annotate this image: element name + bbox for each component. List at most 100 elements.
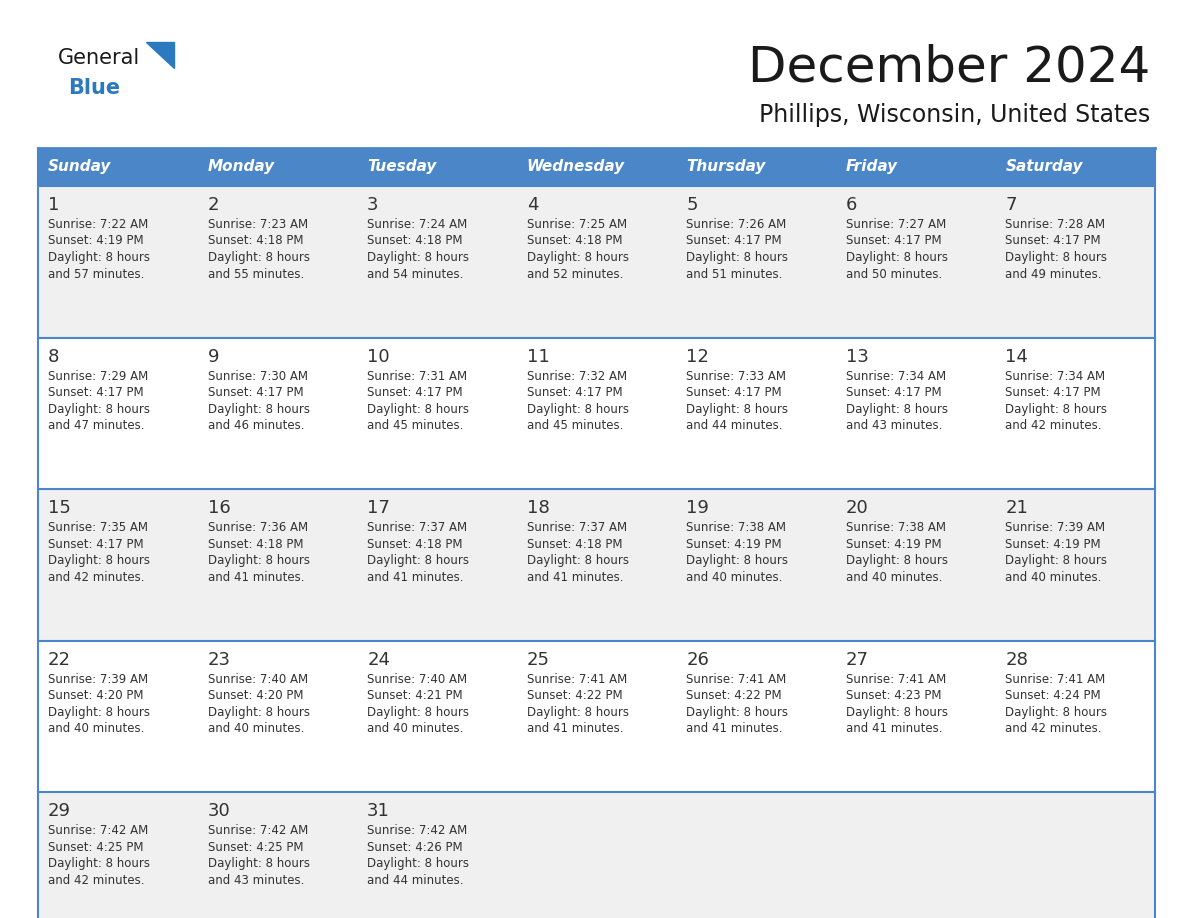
Bar: [517, 641, 676, 792]
Text: 2: 2: [208, 196, 219, 214]
Text: and 52 minutes.: and 52 minutes.: [526, 267, 623, 281]
Text: and 49 minutes.: and 49 minutes.: [1005, 267, 1102, 281]
Text: 19: 19: [687, 499, 709, 517]
Text: Daylight: 8 hours: Daylight: 8 hours: [48, 251, 150, 264]
Text: 14: 14: [1005, 348, 1029, 365]
Text: 31: 31: [367, 802, 390, 821]
Text: 29: 29: [48, 802, 71, 821]
Text: Sunset: 4:23 PM: Sunset: 4:23 PM: [846, 689, 941, 702]
Text: Sunset: 4:19 PM: Sunset: 4:19 PM: [687, 538, 782, 551]
Text: Sunrise: 7:40 AM: Sunrise: 7:40 AM: [367, 673, 467, 686]
Text: and 51 minutes.: and 51 minutes.: [687, 267, 783, 281]
Text: Sunset: 4:24 PM: Sunset: 4:24 PM: [1005, 689, 1101, 702]
Text: and 45 minutes.: and 45 minutes.: [526, 420, 623, 432]
Text: Daylight: 8 hours: Daylight: 8 hours: [846, 251, 948, 264]
Text: Sunset: 4:17 PM: Sunset: 4:17 PM: [1005, 234, 1101, 248]
Text: Daylight: 8 hours: Daylight: 8 hours: [48, 857, 150, 870]
Text: Sunset: 4:19 PM: Sunset: 4:19 PM: [846, 538, 941, 551]
Text: Sunrise: 7:41 AM: Sunrise: 7:41 AM: [526, 673, 627, 686]
Text: and 40 minutes.: and 40 minutes.: [208, 722, 304, 735]
Text: Sunset: 4:17 PM: Sunset: 4:17 PM: [687, 234, 782, 248]
Text: and 42 minutes.: and 42 minutes.: [1005, 722, 1102, 735]
Text: and 55 minutes.: and 55 minutes.: [208, 267, 304, 281]
Text: Sunrise: 7:29 AM: Sunrise: 7:29 AM: [48, 370, 148, 383]
Text: Sunrise: 7:41 AM: Sunrise: 7:41 AM: [1005, 673, 1106, 686]
Text: Daylight: 8 hours: Daylight: 8 hours: [687, 251, 789, 264]
Bar: [358, 792, 517, 918]
Bar: [517, 148, 676, 186]
Text: Daylight: 8 hours: Daylight: 8 hours: [687, 706, 789, 719]
Text: and 50 minutes.: and 50 minutes.: [846, 267, 942, 281]
Text: 11: 11: [526, 348, 550, 365]
Bar: [38, 641, 197, 792]
Text: Sunrise: 7:36 AM: Sunrise: 7:36 AM: [208, 521, 308, 534]
Text: 4: 4: [526, 196, 538, 214]
Text: Daylight: 8 hours: Daylight: 8 hours: [208, 857, 310, 870]
Text: Sunrise: 7:32 AM: Sunrise: 7:32 AM: [526, 370, 627, 383]
Text: and 41 minutes.: and 41 minutes.: [367, 571, 463, 584]
Text: Sunset: 4:17 PM: Sunset: 4:17 PM: [846, 386, 941, 399]
Text: Daylight: 8 hours: Daylight: 8 hours: [687, 554, 789, 567]
Text: Sunrise: 7:27 AM: Sunrise: 7:27 AM: [846, 218, 946, 231]
Text: Sunrise: 7:40 AM: Sunrise: 7:40 AM: [208, 673, 308, 686]
Text: and 43 minutes.: and 43 minutes.: [208, 874, 304, 887]
Bar: [358, 641, 517, 792]
Text: Sunset: 4:18 PM: Sunset: 4:18 PM: [208, 234, 303, 248]
Text: Sunset: 4:20 PM: Sunset: 4:20 PM: [208, 689, 303, 702]
Text: Sunset: 4:19 PM: Sunset: 4:19 PM: [1005, 538, 1101, 551]
Text: Daylight: 8 hours: Daylight: 8 hours: [367, 251, 469, 264]
Text: Sunrise: 7:41 AM: Sunrise: 7:41 AM: [846, 673, 946, 686]
Bar: [996, 641, 1155, 792]
Text: and 45 minutes.: and 45 minutes.: [367, 420, 463, 432]
Text: Sunrise: 7:39 AM: Sunrise: 7:39 AM: [1005, 521, 1106, 534]
Text: Sunset: 4:17 PM: Sunset: 4:17 PM: [526, 386, 623, 399]
Text: and 47 minutes.: and 47 minutes.: [48, 420, 145, 432]
Bar: [836, 792, 996, 918]
Text: Sunset: 4:17 PM: Sunset: 4:17 PM: [846, 234, 941, 248]
Text: and 42 minutes.: and 42 minutes.: [48, 571, 145, 584]
Text: Daylight: 8 hours: Daylight: 8 hours: [208, 554, 310, 567]
Text: Tuesday: Tuesday: [367, 160, 436, 174]
Text: 13: 13: [846, 348, 868, 365]
Bar: [996, 338, 1155, 489]
Text: Sunset: 4:25 PM: Sunset: 4:25 PM: [48, 841, 144, 854]
Text: Sunrise: 7:38 AM: Sunrise: 7:38 AM: [687, 521, 786, 534]
Text: Daylight: 8 hours: Daylight: 8 hours: [526, 706, 628, 719]
Text: 15: 15: [48, 499, 71, 517]
Text: Sunrise: 7:37 AM: Sunrise: 7:37 AM: [367, 521, 467, 534]
Text: 1: 1: [48, 196, 59, 214]
Text: Sunrise: 7:26 AM: Sunrise: 7:26 AM: [687, 218, 786, 231]
Bar: [38, 489, 197, 641]
Text: Sunrise: 7:24 AM: Sunrise: 7:24 AM: [367, 218, 467, 231]
Text: Sunrise: 7:22 AM: Sunrise: 7:22 AM: [48, 218, 148, 231]
Text: 21: 21: [1005, 499, 1029, 517]
Text: and 42 minutes.: and 42 minutes.: [48, 874, 145, 887]
Text: Saturday: Saturday: [1005, 160, 1083, 174]
Text: Sunset: 4:17 PM: Sunset: 4:17 PM: [367, 386, 463, 399]
Text: 25: 25: [526, 651, 550, 669]
Text: Blue: Blue: [68, 78, 120, 98]
Bar: [197, 338, 358, 489]
Text: Sunrise: 7:35 AM: Sunrise: 7:35 AM: [48, 521, 148, 534]
Bar: [996, 148, 1155, 186]
Text: Daylight: 8 hours: Daylight: 8 hours: [687, 403, 789, 416]
Bar: [358, 338, 517, 489]
Text: Sunset: 4:22 PM: Sunset: 4:22 PM: [526, 689, 623, 702]
Text: Daylight: 8 hours: Daylight: 8 hours: [48, 706, 150, 719]
Text: Daylight: 8 hours: Daylight: 8 hours: [1005, 706, 1107, 719]
Bar: [676, 186, 836, 338]
Text: and 44 minutes.: and 44 minutes.: [687, 420, 783, 432]
Text: Phillips, Wisconsin, United States: Phillips, Wisconsin, United States: [759, 103, 1150, 127]
Text: Friday: Friday: [846, 160, 898, 174]
Text: Daylight: 8 hours: Daylight: 8 hours: [48, 554, 150, 567]
Text: Daylight: 8 hours: Daylight: 8 hours: [846, 706, 948, 719]
Text: Sunrise: 7:42 AM: Sunrise: 7:42 AM: [208, 824, 308, 837]
Text: 30: 30: [208, 802, 230, 821]
Bar: [38, 148, 197, 186]
Text: 26: 26: [687, 651, 709, 669]
Text: Daylight: 8 hours: Daylight: 8 hours: [1005, 403, 1107, 416]
Text: Daylight: 8 hours: Daylight: 8 hours: [1005, 554, 1107, 567]
Text: Sunset: 4:17 PM: Sunset: 4:17 PM: [208, 386, 303, 399]
Bar: [676, 338, 836, 489]
Text: Sunset: 4:20 PM: Sunset: 4:20 PM: [48, 689, 144, 702]
